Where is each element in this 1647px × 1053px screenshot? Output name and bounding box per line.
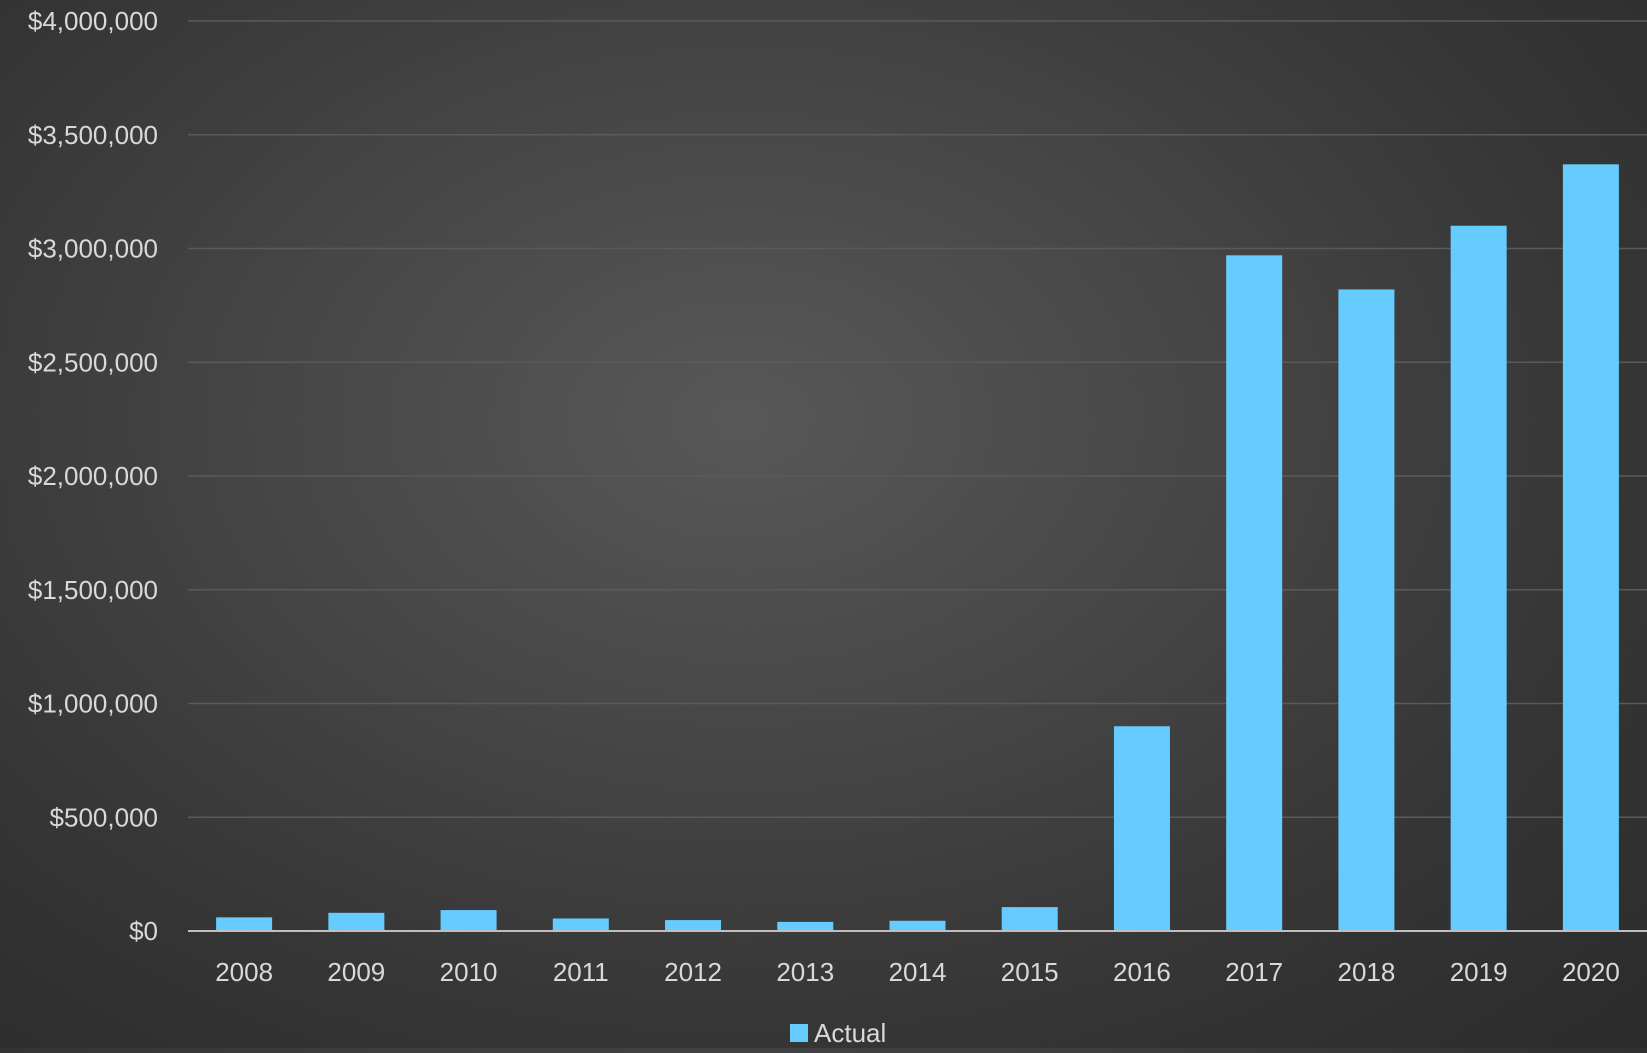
legend: Actual [790,1018,886,1048]
x-tick-label: 2011 [553,957,609,987]
x-tick-label: 2010 [440,957,498,987]
bar-2014 [889,920,946,931]
bar-2012 [665,920,722,931]
x-tick-label: 2013 [776,957,834,987]
x-tick-label: 2014 [889,957,947,987]
bar-2013 [777,921,834,931]
x-tick-label: 2015 [1001,957,1059,987]
y-tick-label: $1,500,000 [28,575,158,605]
y-tick-label: $2,500,000 [28,347,158,377]
legend-swatch [790,1024,808,1042]
x-tick-label: 2019 [1450,957,1508,987]
x-tick-label: 2018 [1338,957,1396,987]
bar-2015 [1001,907,1058,931]
x-axis-ticks: 2008 2009 2010 2011 2012 2013 2014 2015 2016 2017… [215,957,1620,987]
y-tick-label: $0 [129,916,158,946]
bar-2009 [328,912,385,931]
y-tick-label: $4,000,000 [28,6,158,36]
bars [216,164,1619,931]
bar-2008 [216,917,273,931]
gridlines [188,20,1647,818]
x-tick-label: 2008 [215,957,273,987]
bar-2017 [1226,255,1283,931]
x-tick-label: 2009 [327,957,385,987]
y-tick-label: $3,000,000 [28,234,158,264]
y-tick-label: $3,500,000 [28,120,158,150]
y-axis-ticks: $0 $500,000 $1,000,000 $1,500,000 $2,000,000… [28,6,158,946]
bar-2010 [440,910,497,931]
x-tick-label: 2020 [1562,957,1620,987]
x-tick-label: 2012 [664,957,722,987]
bar-2018 [1338,289,1395,931]
bar-2019 [1450,225,1507,931]
y-tick-label: $2,000,000 [28,461,158,491]
y-tick-label: $1,000,000 [28,689,158,719]
y-tick-label: $500,000 [50,802,158,832]
bar-2020 [1562,164,1619,931]
x-tick-label: 2017 [1225,957,1283,987]
bar-2016 [1113,726,1170,931]
x-tick-label: 2016 [1113,957,1171,987]
bar-2011 [552,918,609,931]
legend-label: Actual [814,1017,887,1048]
